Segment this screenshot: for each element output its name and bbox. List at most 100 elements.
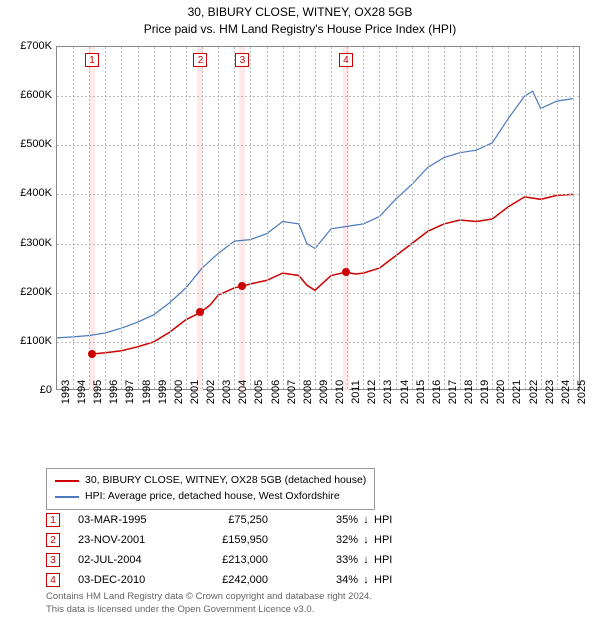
x-tick-label: 1995 [92, 380, 104, 404]
transaction-pct: 35% [298, 514, 358, 526]
transaction-row: 3 02-JUL-2004£213,00033%↓HPI [46, 550, 414, 570]
chart-lines [57, 47, 581, 391]
grid-v [73, 47, 74, 389]
grid-v [267, 47, 268, 389]
x-tick-label: 2021 [511, 380, 523, 404]
grid-v [541, 47, 542, 389]
x-tick-label: 2000 [173, 380, 185, 404]
grid-v [573, 47, 574, 389]
grid-v [202, 47, 203, 389]
x-tick-label: 2010 [334, 380, 346, 404]
grid-v [186, 47, 187, 389]
x-tick-label: 2016 [431, 380, 443, 404]
legend: 30, BIBURY CLOSE, WITNEY, OX28 5GB (deta… [46, 468, 375, 510]
y-tick-label: £200K [20, 286, 52, 298]
x-tick-label: 2006 [270, 380, 282, 404]
grid-h [57, 342, 579, 343]
title-block: 30, BIBURY CLOSE, WITNEY, OX28 5GB Price… [0, 0, 600, 38]
grid-v [444, 47, 445, 389]
page: 30, BIBURY CLOSE, WITNEY, OX28 5GB Price… [0, 0, 600, 620]
transaction-pct: 32% [298, 534, 358, 546]
transaction-pct: 34% [298, 574, 358, 586]
legend-swatch [55, 480, 79, 482]
x-tick-label: 2020 [495, 380, 507, 404]
x-tick-label: 2018 [463, 380, 475, 404]
title-subtitle: Price paid vs. HM Land Registry's House … [0, 21, 600, 38]
x-tick-label: 2008 [302, 380, 314, 404]
grid-v [412, 47, 413, 389]
transaction-badge: 4 [46, 573, 60, 587]
transaction-hpi-label: HPI [374, 554, 414, 566]
down-arrow-icon: ↓ [358, 554, 374, 566]
grid-v [234, 47, 235, 389]
grid-v [428, 47, 429, 389]
x-tick-label: 1996 [108, 380, 120, 404]
legend-text: 30, BIBURY CLOSE, WITNEY, OX28 5GB (deta… [85, 473, 366, 489]
footer-line1: Contains HM Land Registry data © Crown c… [46, 591, 372, 603]
x-tick-label: 2001 [189, 380, 201, 404]
grid-v [315, 47, 316, 389]
transaction-hpi-label: HPI [374, 514, 414, 526]
x-tick-label: 2011 [350, 380, 362, 404]
marker-badge: 1 [85, 53, 99, 67]
x-tick-label: 2002 [205, 380, 217, 404]
grid-v [218, 47, 219, 389]
grid-h [57, 145, 579, 146]
marker-badge: 4 [339, 53, 353, 67]
grid-v [154, 47, 155, 389]
transaction-pct: 33% [298, 554, 358, 566]
grid-v [508, 47, 509, 389]
transaction-badge: 3 [46, 553, 60, 567]
marker-dot [238, 282, 246, 290]
transaction-date: 02-JUL-2004 [78, 554, 198, 566]
grid-v [347, 47, 348, 389]
legend-item: HPI: Average price, detached house, West… [55, 489, 366, 505]
y-tick-label: £700K [20, 40, 52, 52]
y-tick-label: £500K [20, 138, 52, 150]
title-address: 30, BIBURY CLOSE, WITNEY, OX28 5GB [0, 4, 600, 21]
marker-dot [196, 308, 204, 316]
transactions-table: 103-MAR-1995£75,25035%↓HPI223-NOV-2001£1… [46, 510, 414, 590]
grid-v [299, 47, 300, 389]
grid-v [460, 47, 461, 389]
x-tick-label: 2013 [382, 380, 394, 404]
transaction-hpi-label: HPI [374, 574, 414, 586]
transaction-badge: 2 [46, 533, 60, 547]
down-arrow-icon: ↓ [358, 534, 374, 546]
grid-v [138, 47, 139, 389]
legend-text: HPI: Average price, detached house, West… [85, 489, 340, 505]
x-tick-label: 2017 [447, 380, 459, 404]
x-tick-label: 2023 [544, 380, 556, 404]
grid-h [57, 293, 579, 294]
transaction-price: £159,950 [198, 534, 298, 546]
x-tick-label: 2009 [318, 380, 330, 404]
legend-swatch [55, 496, 79, 498]
grid-h [57, 96, 579, 97]
grid-v [363, 47, 364, 389]
x-tick-label: 1993 [60, 380, 72, 404]
x-tick-label: 2012 [366, 380, 378, 404]
x-tick-label: 2007 [286, 380, 298, 404]
grid-v [170, 47, 171, 389]
x-tick-label: 2003 [221, 380, 233, 404]
marker-dot [342, 268, 350, 276]
grid-v [396, 47, 397, 389]
footer: Contains HM Land Registry data © Crown c… [46, 591, 372, 616]
transaction-date: 03-MAR-1995 [78, 514, 198, 526]
x-tick-label: 1997 [124, 380, 136, 404]
grid-v [476, 47, 477, 389]
marker-badge: 2 [193, 53, 207, 67]
transaction-hpi-label: HPI [374, 534, 414, 546]
transaction-row: 223-NOV-2001£159,95032%↓HPI [46, 530, 414, 550]
grid-v [379, 47, 380, 389]
x-tick-label: 1998 [141, 380, 153, 404]
grid-v [331, 47, 332, 389]
transaction-price: £213,000 [198, 554, 298, 566]
grid-v [250, 47, 251, 389]
down-arrow-icon: ↓ [358, 574, 374, 586]
transaction-badge: 1 [46, 513, 60, 527]
legend-item: 30, BIBURY CLOSE, WITNEY, OX28 5GB (deta… [55, 473, 366, 489]
chart: 1234 £0£100K£200K£300K£400K£500K£600K£70… [56, 46, 580, 420]
transaction-row: 403-DEC-2010£242,00034%↓HPI [46, 570, 414, 590]
grid-h [57, 194, 579, 195]
